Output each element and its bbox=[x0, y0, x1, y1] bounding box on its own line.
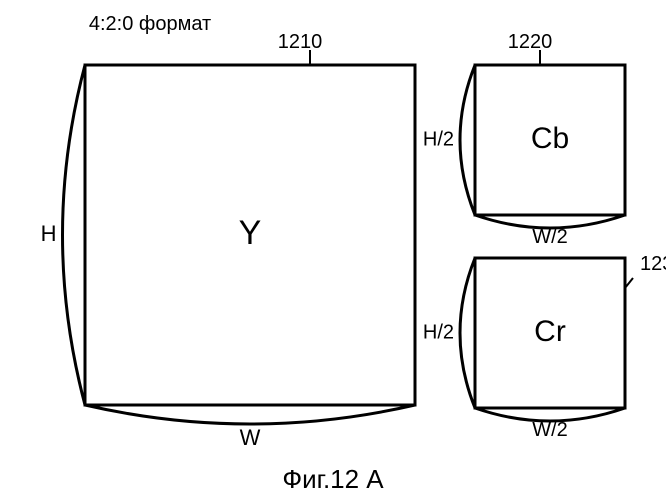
cb-width-label: W/2 bbox=[532, 226, 568, 248]
cb-plane-label: Cb bbox=[531, 122, 569, 155]
cr-height-label: H/2 bbox=[423, 321, 454, 343]
y-height-label: H bbox=[41, 221, 57, 246]
y-plane-label: Y bbox=[239, 214, 262, 252]
diagram-canvas: 4:2:0 формат Y H W 1210 Cb H/2 W/2 1220 … bbox=[0, 0, 666, 500]
cb-height-label: H/2 bbox=[423, 128, 454, 150]
format-title: 4:2:0 формат bbox=[89, 13, 211, 35]
cr-plane-group: Cr H/2 W/2 1230 bbox=[423, 253, 666, 441]
y-height-arc bbox=[63, 65, 86, 405]
y-plane-group: Y H W 1210 bbox=[41, 31, 415, 450]
cr-height-arc bbox=[460, 258, 475, 408]
y-callout-label: 1210 bbox=[278, 31, 323, 53]
cr-plane-label: Cr bbox=[534, 315, 566, 348]
y-width-label: W bbox=[240, 425, 261, 450]
figure-caption: Фиг.12 A bbox=[282, 464, 384, 494]
cb-height-arc bbox=[460, 65, 475, 215]
cr-width-label: W/2 bbox=[532, 419, 568, 441]
cb-plane-group: Cb H/2 W/2 1220 bbox=[423, 31, 625, 248]
cr-callout-label: 1230 bbox=[640, 253, 666, 275]
cb-callout-label: 1220 bbox=[508, 31, 553, 53]
y-width-arc bbox=[85, 405, 415, 424]
